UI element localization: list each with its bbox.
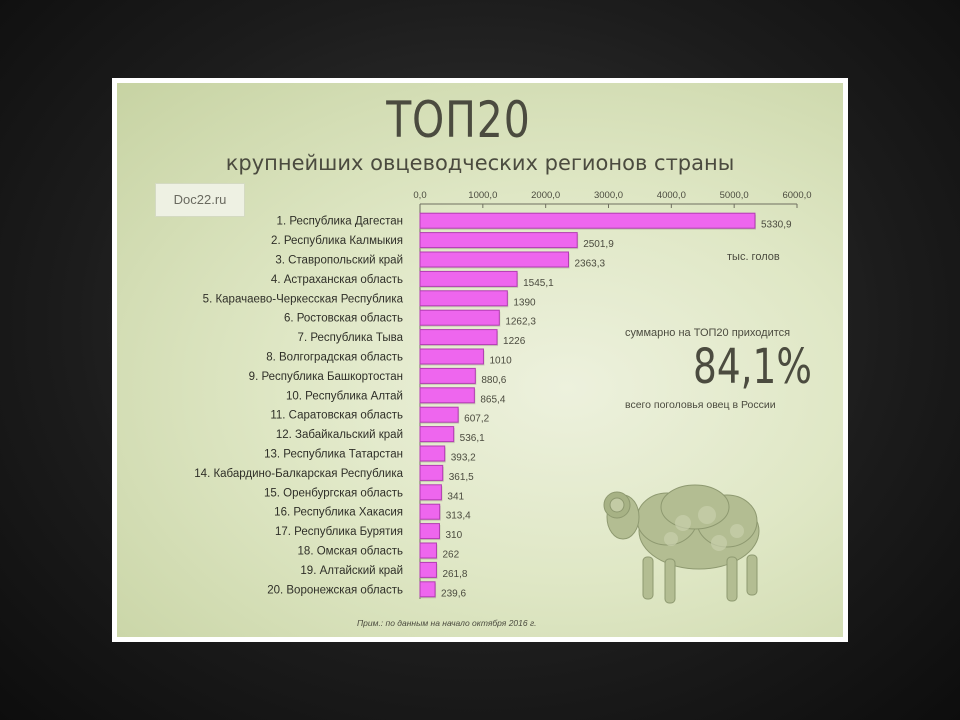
bar [419,484,442,501]
bar [419,212,756,229]
bar [419,426,455,443]
value-label: 536,1 [460,433,485,444]
sheep-illustration [603,484,760,604]
value-label: 262 [442,550,459,561]
x-tick-label: 3000,0 [594,190,623,201]
bar-chart: 0,0 1000,0 2000,0 3000,0 4000,0 5000,0 6000,0 1… [194,190,811,599]
category-label: 5. Карачаево-Черкесская Республика [203,293,404,305]
summary-suffix: всего поголовья овец в России [625,399,776,411]
x-tick-label: 2000,0 [531,190,560,201]
bar [419,406,459,423]
x-tick-label: 6000,0 [782,190,811,201]
category-label: 3. Ставропольский край [275,255,403,267]
units-note: тыс. голов [727,251,780,263]
category-label: 1. Республика Дагестан [277,216,403,228]
bar [419,542,437,559]
bar [419,329,498,346]
category-label: 18. Омская область [298,546,403,558]
category-label: 20. Воронежская область [267,584,403,596]
site-watermark[interactable]: Doc22.ru [155,183,245,217]
value-label: 2501,9 [583,239,614,250]
page-subtitle: крупнейших овцеводческих регионов страны [225,151,735,175]
category-label: 12. Забайкальский край [276,429,403,441]
category-label: 9. Республика Башкортостан [249,371,403,383]
value-label: 5330,9 [761,220,792,231]
x-tick-label: 4000,0 [657,190,686,201]
bar [419,251,569,268]
bar [419,561,437,578]
category-label: 2. Республика Калмыкия [271,235,403,247]
bar [419,581,436,598]
bar [419,270,518,287]
x-tick-label: 5000,0 [720,190,749,201]
category-label: 17. Республика Бурятия [275,526,403,538]
bar [419,387,475,404]
value-label: 361,5 [449,472,474,483]
category-label: 16. Республика Хакасия [274,507,403,519]
category-label: 11. Саратовская область [270,410,403,422]
bar [419,523,440,540]
category-label: 10. Республика Алтай [286,390,403,402]
value-label: 261,8 [442,569,467,580]
category-label: 14. Кабардино-Балкарская Республика [194,468,403,480]
summary-prefix: суммарно на ТОП20 приходится [625,327,791,339]
value-label: 310 [445,530,462,541]
value-label: 880,6 [481,375,506,386]
bar [419,464,444,481]
category-label: 6. Ростовская область [284,313,403,325]
bar [419,367,476,384]
category-label: 13. Республика Татарстан [264,449,403,461]
value-label: 1390 [513,297,536,308]
category-label: 19. Алтайский край [300,565,403,577]
value-label: 393,2 [451,453,476,464]
bar [419,348,484,365]
bar [419,445,446,462]
value-label: 313,4 [446,511,471,522]
x-tick-label: 0,0 [413,190,426,201]
bar [419,503,441,520]
summary-percent: 84,1% [693,339,812,395]
value-label: 1226 [503,336,526,347]
value-label: 1545,1 [523,278,554,289]
category-label: 15. Оренбургская область [264,487,403,499]
slide-frame: ТОП20 крупнейших овцеводческих регионов … [112,78,848,642]
footnote: Прим.: по данным на начало октября 2016 … [357,618,537,628]
value-label: 607,2 [464,414,489,425]
category-label: 7. Республика Тыва [298,332,404,344]
infographic-panel: ТОП20 крупнейших овцеводческих регионов … [117,83,843,637]
bar [419,290,508,307]
page-title: ТОП20 [386,91,531,149]
category-label: 8. Волгоградская область [266,352,403,364]
x-tick-label: 1000,0 [468,190,497,201]
value-label: 1262,3 [505,317,536,328]
value-label: 1010 [489,356,512,367]
category-label: 4. Астраханская область [271,274,403,286]
value-label: 239,6 [441,588,466,599]
value-label: 2363,3 [574,259,605,270]
bar [419,232,578,249]
value-label: 865,4 [480,394,505,405]
bar [419,309,500,326]
value-label: 341 [447,491,464,502]
